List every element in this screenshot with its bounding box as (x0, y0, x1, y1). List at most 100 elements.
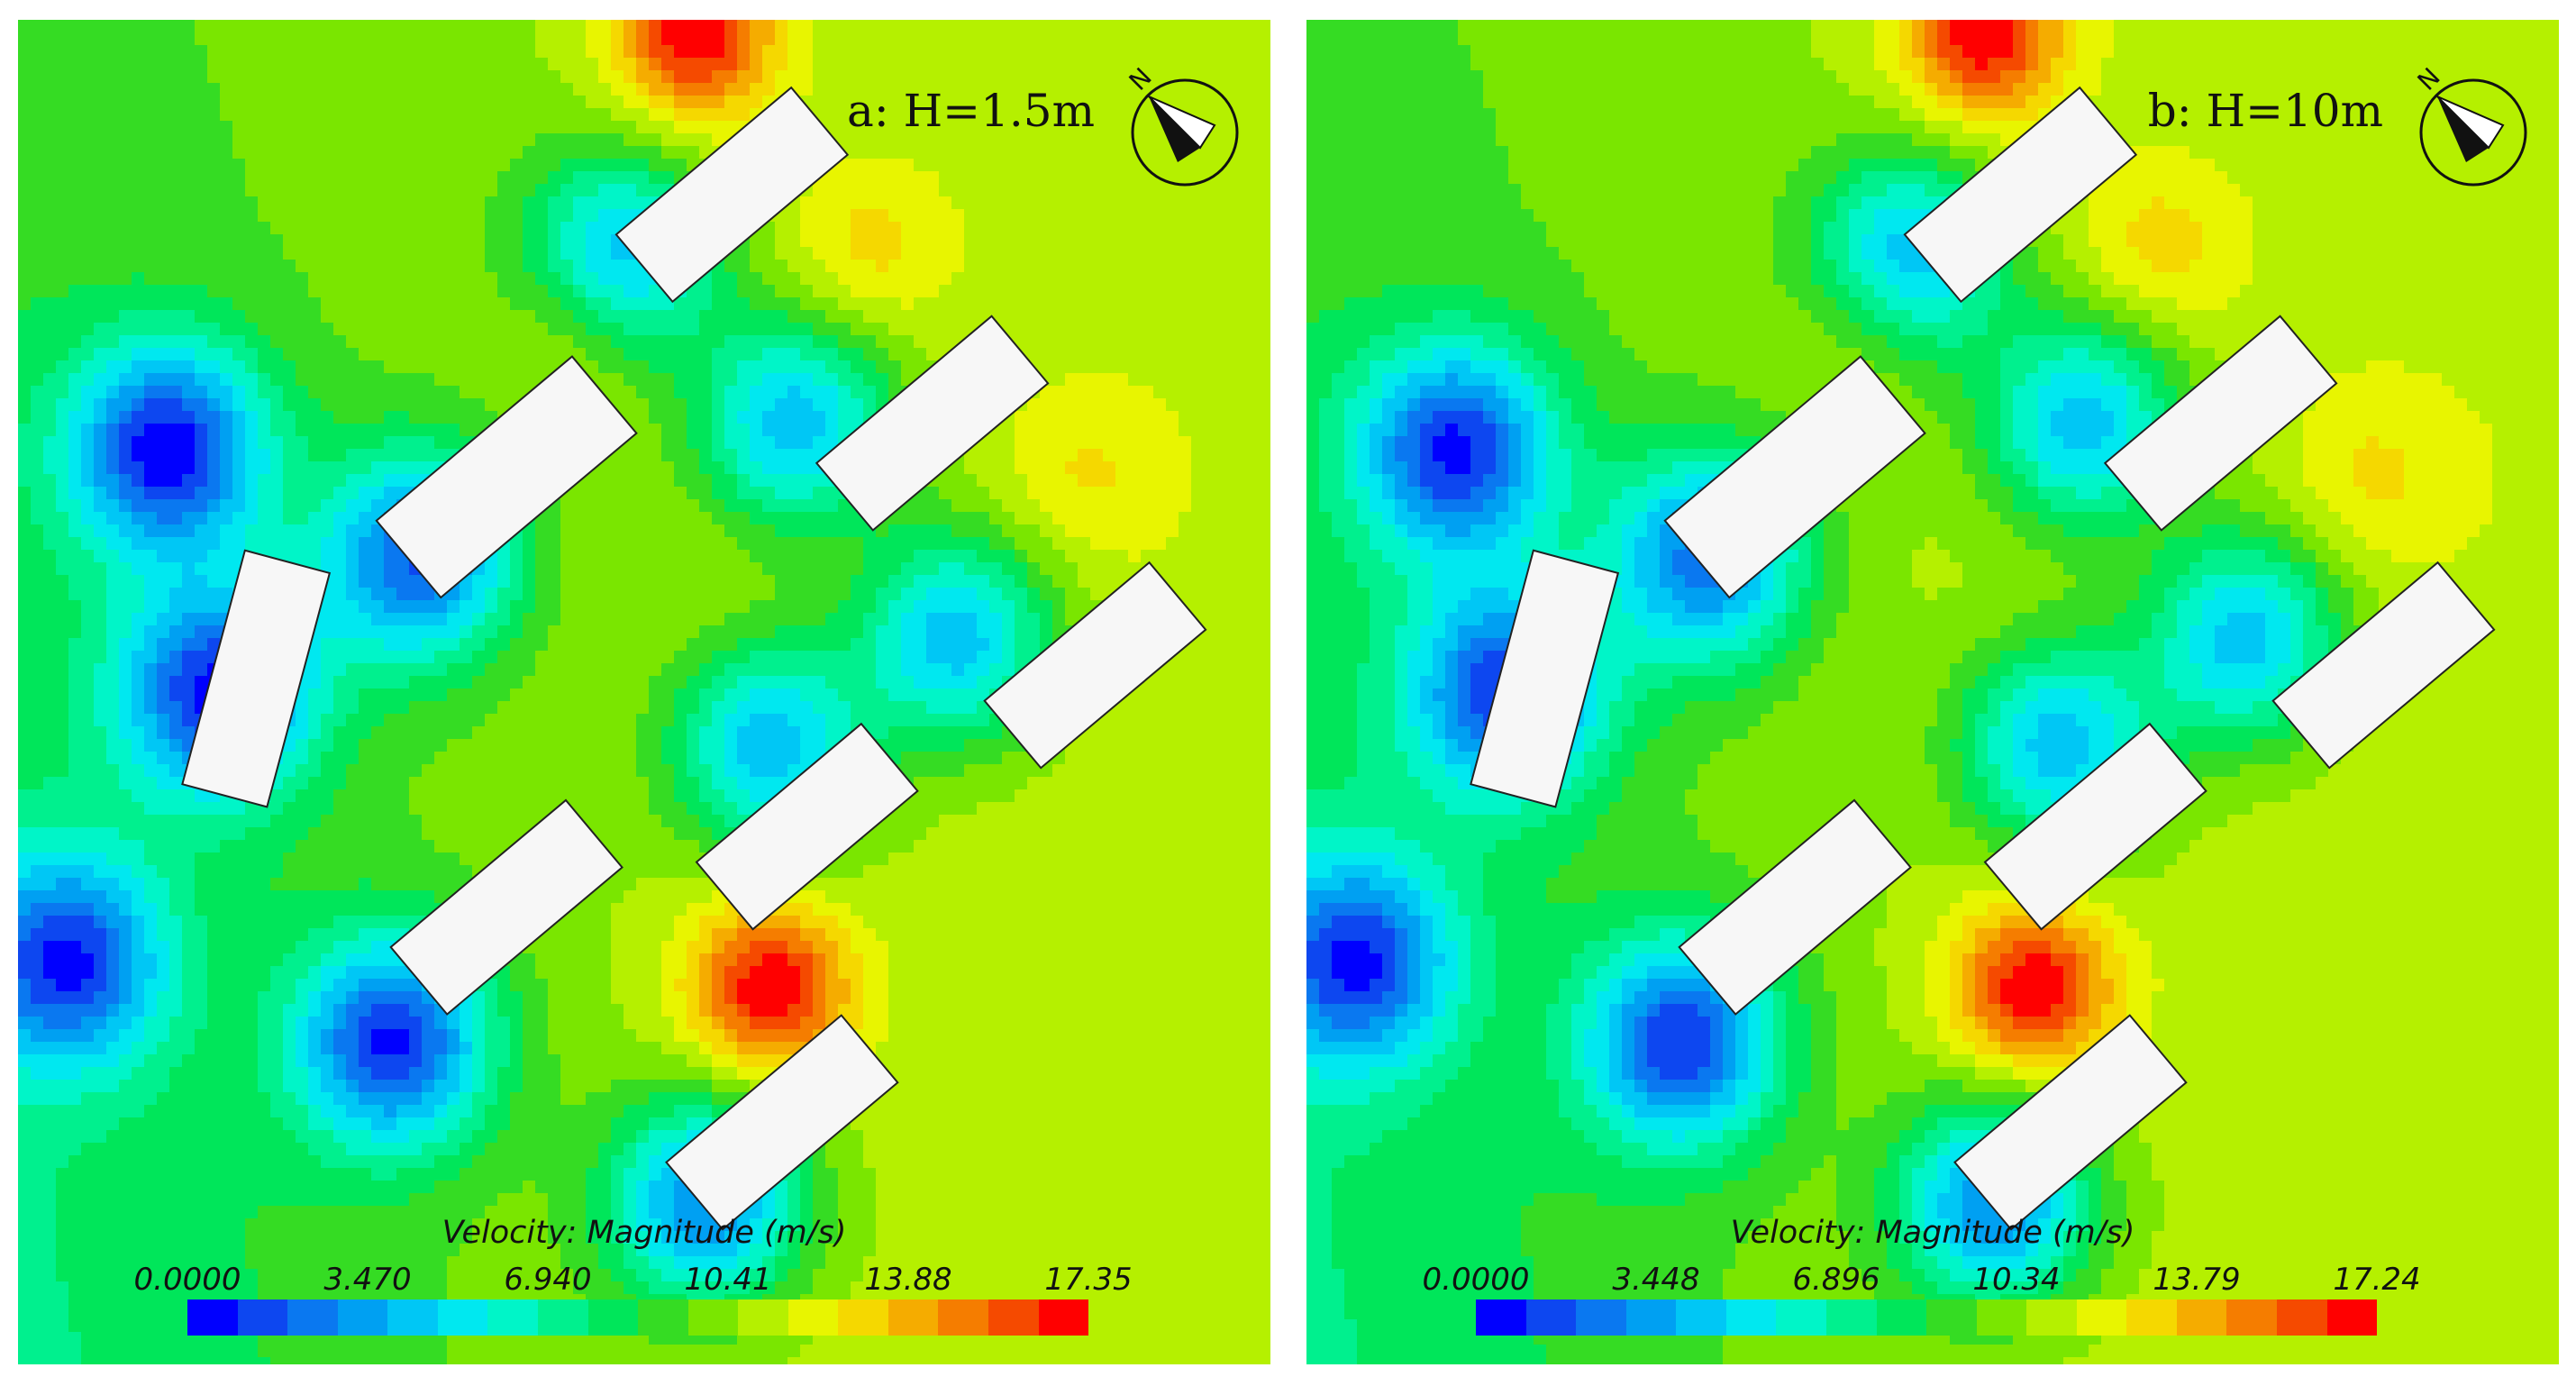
contour-cell (624, 625, 637, 639)
contour-cell (573, 512, 587, 525)
contour-cell (1254, 512, 1268, 525)
contour-cell (396, 209, 410, 223)
contour-cell (926, 96, 940, 109)
contour-cell (674, 449, 687, 462)
contour-cell (1078, 209, 1091, 223)
contour-cell (384, 474, 397, 488)
contour-cell (750, 625, 763, 639)
contour-cell (308, 512, 322, 525)
contour-cell (94, 20, 107, 33)
contour-cell (611, 537, 624, 551)
contour-cell (649, 171, 662, 185)
contour-cell (510, 386, 523, 399)
contour-cell (497, 588, 511, 601)
contour-cell (18, 360, 32, 374)
contour-cell (573, 159, 587, 172)
contour-cell (851, 360, 864, 374)
contour-cell (535, 575, 549, 588)
contour-cell (1153, 398, 1167, 412)
contour-cell (825, 310, 839, 324)
contour-cell (1166, 285, 1179, 298)
contour-cell (699, 449, 713, 462)
contour-cell (81, 260, 95, 273)
contour-cell (258, 285, 271, 298)
contour-cell (321, 625, 334, 639)
contour-cell (1052, 550, 1066, 563)
contour-cell (68, 411, 82, 424)
contour-cell (699, 348, 713, 361)
contour-cell (396, 461, 410, 475)
contour-cell (1216, 613, 1230, 626)
contour-cell (106, 386, 120, 399)
contour-cell (245, 108, 259, 122)
contour-cell (333, 133, 347, 147)
contour-cell (750, 474, 763, 488)
contour-cell (1141, 272, 1154, 286)
contour-cell (18, 45, 32, 59)
contour-cell (888, 96, 902, 109)
contour-cell (1115, 562, 1129, 576)
contour-cell (573, 20, 587, 33)
contour-cell (636, 524, 650, 538)
contour-cell (1015, 272, 1028, 286)
contour-cell (1002, 550, 1015, 563)
contour-cell (1179, 537, 1192, 551)
contour-cell (447, 20, 460, 33)
contour-cell (951, 209, 965, 223)
contour-cell (1015, 121, 1028, 134)
contour-cell (775, 638, 788, 652)
contour-cell (1115, 260, 1129, 273)
contour-cell (270, 96, 284, 109)
velocity-panel-a: a: H=1.5m N Velocity: Magnitude (m/s) 0.… (18, 20, 1270, 1364)
contour-cell (56, 310, 69, 324)
contour-cell (699, 487, 713, 500)
contour-cell (1103, 360, 1116, 374)
contour-cell (939, 260, 952, 273)
contour-cell (1128, 209, 1142, 223)
contour-cell (1141, 184, 1154, 197)
contour-cell (951, 247, 965, 260)
contour-cell (207, 310, 221, 324)
contour-cell (220, 234, 233, 248)
contour-cell (989, 449, 1003, 462)
contour-cell (1103, 575, 1116, 588)
contour-cell (43, 487, 57, 500)
contour-cell (207, 297, 221, 311)
contour-cell (144, 386, 158, 399)
contour-cell (270, 247, 284, 260)
contour-cell (787, 424, 801, 437)
contour-cell (195, 70, 208, 84)
contour-cell (195, 83, 208, 96)
contour-cell (1229, 335, 1242, 349)
contour-cell (1204, 638, 1217, 652)
contour-cell (321, 184, 334, 197)
contour-cell (863, 260, 877, 273)
contour-cell (195, 575, 208, 588)
contour-cell (1078, 323, 1091, 336)
contour-cell (1179, 159, 1192, 172)
contour-cell (321, 159, 334, 172)
contour-cell (914, 575, 927, 588)
contour-cell (31, 360, 44, 374)
contour-cell (674, 121, 687, 134)
contour-cell (674, 323, 687, 336)
contour-cell (926, 625, 940, 639)
contour-cell (497, 133, 511, 147)
contour-cell (813, 83, 826, 96)
contour-cell (396, 133, 410, 147)
contour-cell (661, 323, 675, 336)
contour-cell (359, 348, 372, 361)
contour-cell (699, 133, 713, 147)
contour-cell (1254, 360, 1268, 374)
contour-cell (535, 562, 549, 576)
contour-cell (132, 562, 145, 576)
contour-cell (371, 373, 385, 387)
contour-cell (182, 638, 196, 652)
contour-cell (964, 588, 978, 601)
contour-cell (132, 222, 145, 235)
contour-cell (1027, 45, 1041, 59)
contour-cell (1065, 323, 1079, 336)
contour-cell (81, 625, 95, 639)
contour-cell (1216, 222, 1230, 235)
contour-cell (169, 70, 183, 84)
